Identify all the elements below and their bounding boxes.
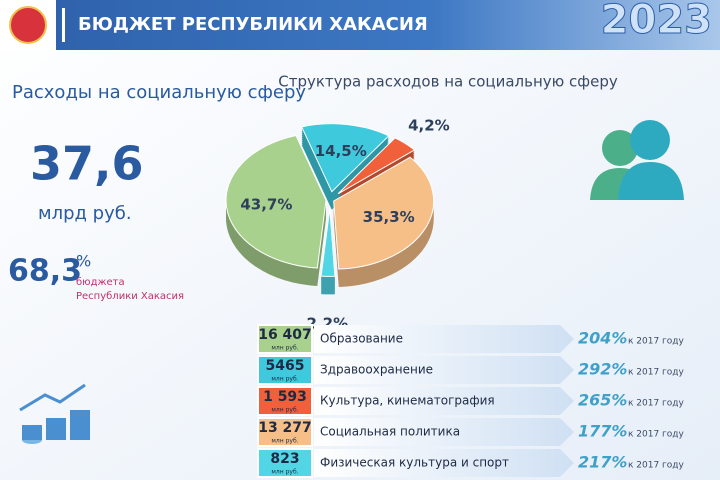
header-title: БЮДЖЕТ РЕСПУБЛИКИ ХАКАСИЯ	[78, 14, 428, 35]
slice-label: 43,7%	[240, 195, 292, 213]
growth-suffix: к 2017 году	[628, 368, 685, 378]
amount-box	[257, 355, 313, 385]
row-name: Социальная политика	[320, 425, 460, 439]
row-name: Образование	[320, 332, 403, 346]
row-banner	[314, 356, 574, 384]
growth-suffix: к 2017 году	[628, 337, 685, 347]
growth: 177%	[578, 422, 627, 441]
summary-label: Расходы на социальную сферу	[12, 82, 306, 103]
amount-box	[257, 386, 313, 416]
row-name: Физическая культура и спорт	[320, 456, 509, 470]
share-unit: %	[76, 252, 91, 271]
people-icon	[590, 120, 684, 200]
amount: 13 277	[258, 420, 312, 436]
summary-amount: 37,6	[30, 137, 144, 191]
amount: 16 407	[258, 327, 312, 343]
slice	[300, 123, 390, 193]
pie: 43,7%14,5%4,2%35,3%2,2%	[225, 116, 450, 333]
row-name: Культура, кинематография	[320, 394, 495, 408]
chart-title: Структура расходов на социальную сферу	[278, 73, 618, 91]
header-bar	[0, 0, 720, 50]
row-banner	[314, 325, 574, 353]
share-note: Республики Хакасия	[76, 291, 184, 302]
emblem	[9, 6, 47, 44]
summary-unit: млрд руб.	[38, 203, 132, 224]
slice-label: 14,5%	[315, 142, 367, 160]
growth: 292%	[578, 360, 627, 379]
amount-unit: млн руб.	[271, 469, 298, 476]
slice-label: 35,3%	[363, 208, 415, 226]
slice	[333, 156, 435, 270]
amount-unit: млн руб.	[271, 407, 298, 414]
coins-icon	[19, 383, 90, 444]
row-banner	[314, 449, 574, 477]
growth: 217%	[578, 453, 627, 472]
row-banner	[314, 387, 574, 415]
growth-suffix: к 2017 году	[628, 430, 685, 440]
growth: 265%	[578, 391, 627, 410]
growth: 204%	[578, 329, 627, 348]
header-year: 2023	[601, 0, 712, 43]
growth-suffix: к 2017 году	[628, 399, 685, 409]
amount-box	[257, 417, 313, 447]
row-name: Здравоохранение	[320, 363, 433, 377]
slice	[225, 134, 327, 269]
amount: 823	[270, 451, 299, 467]
amount: 5465	[266, 358, 305, 374]
amount-unit: млн руб.	[271, 438, 298, 445]
share-value: 68,3	[8, 254, 82, 289]
amount: 1 593	[263, 389, 307, 405]
slice-label: 4,2%	[408, 116, 450, 134]
slice	[320, 208, 336, 277]
amount-unit: млн руб.	[271, 376, 298, 383]
row-banner	[314, 418, 574, 446]
divider	[62, 8, 65, 42]
amount-box	[257, 448, 313, 478]
slice	[337, 137, 416, 195]
amount-unit: млн руб.	[271, 345, 298, 352]
amount-box	[257, 324, 313, 354]
growth-suffix: к 2017 году	[628, 461, 685, 471]
share-note: бюджета	[76, 277, 125, 288]
